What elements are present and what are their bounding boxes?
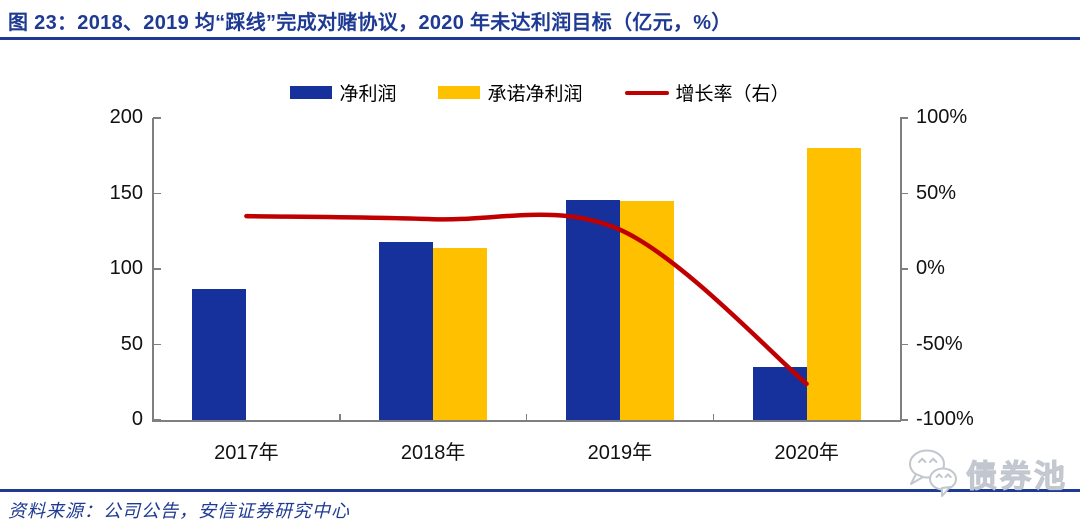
net-profit-swatch bbox=[290, 86, 333, 99]
y-axis-left-label: 0 bbox=[131, 408, 143, 430]
y-axis-right-label: -50% bbox=[916, 332, 963, 355]
y-axis-left-tick bbox=[153, 343, 161, 346]
x-axis-tick bbox=[339, 414, 341, 420]
bar-net-profit-2019年 bbox=[565, 199, 620, 420]
source-note: 资料来源：公司公告，安信证券研究中心 bbox=[8, 501, 350, 522]
wechat-icon bbox=[909, 449, 957, 497]
y-axis-left-label: 200 bbox=[109, 106, 143, 128]
bar-net-profit-2018年 bbox=[379, 241, 434, 420]
y-axis-left-label: 50 bbox=[120, 332, 143, 355]
promised-profit-swatch bbox=[438, 86, 481, 99]
legend-label-promised-profit: 承诺净利润 bbox=[487, 84, 583, 105]
y-axis-right-tick bbox=[900, 343, 908, 346]
x-axis-line bbox=[152, 420, 901, 422]
y-axis-left-label: 150 bbox=[109, 181, 143, 204]
y-axis-right-label: 50% bbox=[916, 181, 957, 204]
bar-net-profit-2017年 bbox=[192, 288, 247, 420]
y-axis-left-tick bbox=[153, 268, 161, 270]
title-rule bbox=[0, 37, 1080, 40]
y-axis-left-label: 100 bbox=[109, 257, 143, 279]
y-axis-right-label: -100% bbox=[916, 408, 974, 430]
y-axis-right-tick bbox=[900, 117, 908, 119]
legend-item-promised-profit: 承诺净利润 bbox=[438, 79, 583, 106]
y-axis-right-tick bbox=[900, 268, 908, 270]
growth-rate-swatch bbox=[624, 90, 669, 95]
y-axis-left-tick bbox=[153, 117, 161, 119]
bottom-rule bbox=[0, 489, 1080, 492]
growth-rate-line bbox=[244, 212, 809, 387]
x-axis-label-2018年: 2018年 bbox=[400, 442, 466, 464]
y-axis-left-line bbox=[152, 118, 154, 421]
y-axis-left-tick bbox=[153, 419, 161, 421]
x-axis-label-2017年: 2017年 bbox=[214, 442, 279, 464]
chart-legend: 净利润 承诺净利润 增长率（右） bbox=[0, 79, 1080, 106]
y-axis-right-label: 100% bbox=[916, 106, 968, 128]
legend-label-growth-rate: 增长率（右） bbox=[675, 84, 790, 105]
x-axis-label-2019年: 2019年 bbox=[587, 442, 653, 464]
y-axis-left-tick bbox=[153, 192, 161, 195]
x-axis-label-2020年: 2020年 bbox=[774, 442, 839, 464]
y-axis-right-tick bbox=[900, 419, 908, 421]
bar-promised-profit-2019年 bbox=[619, 201, 674, 420]
bar-promised-profit-2018年 bbox=[433, 247, 488, 420]
x-axis-tick bbox=[525, 414, 528, 420]
bar-promised-profit-2020年 bbox=[806, 148, 861, 420]
bar-net-profit-2020年 bbox=[752, 367, 807, 420]
legend-label-net-profit: 净利润 bbox=[339, 84, 397, 105]
x-axis-tick bbox=[712, 414, 714, 420]
y-axis-right-tick bbox=[900, 192, 908, 195]
legend-item-growth-rate: 增长率（右） bbox=[624, 79, 790, 106]
figure-title: 图 23：2018、2019 均“踩线”完成对赌协议，2020 年未达利润目标（… bbox=[8, 12, 732, 34]
y-axis-right-label: 0% bbox=[916, 257, 945, 279]
legend-item-net-profit: 净利润 bbox=[290, 79, 396, 106]
watermark: 债券池 bbox=[902, 446, 1068, 500]
watermark-text: 债券池 bbox=[966, 458, 1068, 494]
